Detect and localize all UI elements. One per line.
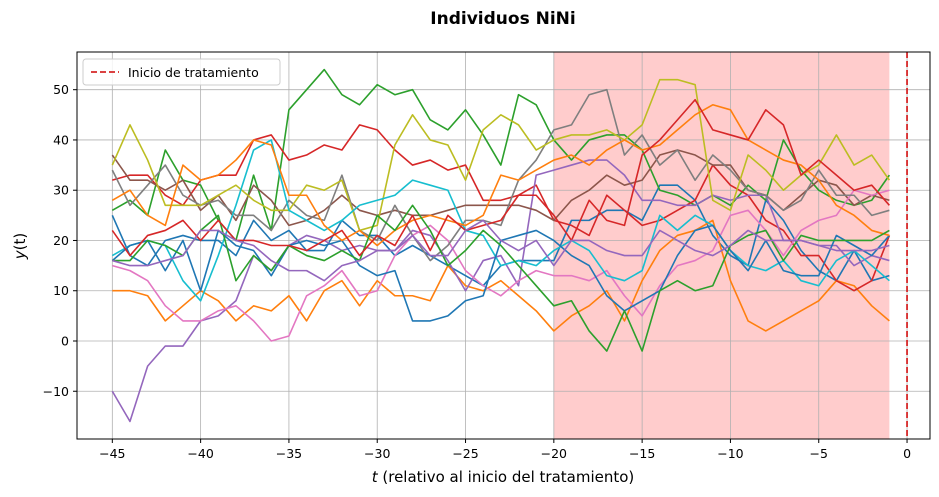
x-tick-label: −30 [364, 446, 390, 461]
y-tick-label: 30 [53, 183, 69, 198]
series-line-8 [111, 88, 890, 262]
series-line-12 [111, 103, 890, 247]
y-tick-label: 10 [53, 283, 69, 298]
x-axis-ticks: −45 −40 −35 −30 −25 −20 −15 −10 −5 0 [99, 439, 911, 461]
x-tick-label: 0 [903, 446, 911, 461]
series-line-2 [112, 219, 890, 332]
series-line-4 [112, 124, 891, 292]
series-line-10 [111, 139, 890, 302]
x-tick-label: −5 [810, 446, 828, 461]
x-tick-label: −40 [187, 446, 213, 461]
y-tick-label: 0 [61, 333, 69, 348]
x-tick-label: −10 [717, 446, 743, 461]
y-axis-label: y(t) [11, 233, 29, 260]
y-tick-label: −10 [43, 384, 69, 399]
x-tick-label: −20 [541, 446, 567, 461]
chart-title: Individuos NiNi [430, 9, 575, 29]
y-tick-label: 40 [53, 132, 69, 147]
x-tick-label: −45 [99, 446, 125, 461]
series-line-9 [111, 78, 891, 232]
series-line-7 [112, 189, 890, 342]
y-tick-label: 20 [53, 233, 69, 248]
series-line-5 [111, 159, 890, 423]
x-tick-label: −15 [629, 446, 655, 461]
series-line-13 [112, 204, 890, 352]
x-tick-label: −25 [452, 446, 478, 461]
legend-box [82, 58, 281, 86]
plot-frame [76, 51, 931, 440]
legend: Inicio de tratamiento [82, 58, 281, 86]
series-line-15 [112, 219, 890, 282]
legend-label: Inicio de tratamiento [128, 65, 259, 80]
x-tick-label: −35 [276, 446, 302, 461]
y-tick-label: 50 [53, 82, 69, 97]
x-axis-label: t (relativo al inicio del tratamiento) [372, 468, 635, 486]
series-line-14 [111, 98, 890, 257]
series-lines [111, 68, 891, 423]
y-axis-ticks: −10 0 10 20 30 40 50 [43, 82, 77, 399]
